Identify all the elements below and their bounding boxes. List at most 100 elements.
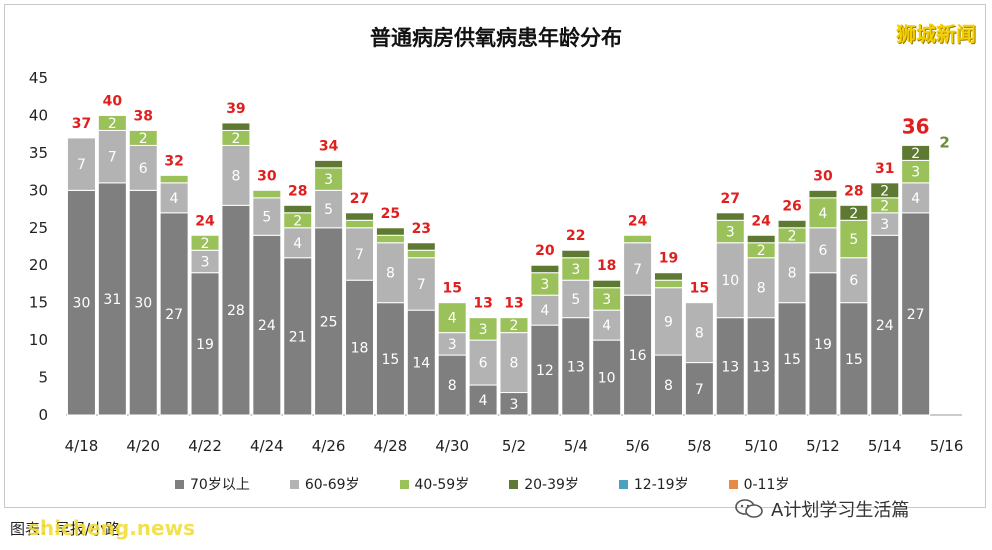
bar-total-label: 28 — [844, 183, 863, 199]
y-tick-label: 35 — [29, 144, 48, 162]
segment-label: 12 — [536, 363, 554, 379]
bar-segment — [777, 302, 807, 416]
bar-segment — [530, 264, 560, 274]
x-tick-label: 5/12 — [806, 437, 840, 455]
segment-label: 2 — [231, 131, 240, 147]
segment-label: 5 — [849, 232, 858, 248]
segment-label: 8 — [788, 266, 797, 282]
bar-total-label: 39 — [226, 101, 245, 117]
segment-label: 7 — [77, 157, 86, 173]
segment-label: 2 — [201, 236, 210, 252]
bar-total-label: 23 — [412, 221, 431, 237]
segment-label: 4 — [540, 303, 549, 319]
segment-label: 3 — [571, 262, 580, 278]
legend-item: 0-11岁 — [728, 474, 789, 494]
x-tick-label: 5/10 — [744, 437, 778, 455]
bar-segment — [561, 279, 591, 319]
bar-total-label: 13 — [473, 296, 492, 312]
segment-label: 7 — [695, 382, 704, 398]
bar-segment — [870, 234, 900, 416]
bar-segment — [252, 234, 282, 416]
bar-total-label: 22 — [566, 228, 585, 244]
bar-segment — [530, 324, 560, 416]
bar-segment — [66, 137, 96, 191]
wechat-account: A计划学习生活篇 — [735, 496, 909, 522]
bar-total-label: 20 — [535, 243, 555, 259]
segment-label: 5 — [324, 202, 333, 218]
x-tick-label: 4/30 — [435, 437, 469, 455]
segment-label: 3 — [479, 322, 488, 338]
legend-label: 70岁以上 — [190, 477, 250, 493]
bar-total-label: 38 — [133, 108, 152, 124]
segment-label: 2 — [293, 213, 302, 229]
bar-total-label: 36 — [902, 114, 930, 138]
bar-segment — [777, 242, 807, 304]
chart-frame — [4, 4, 986, 508]
bar-segment — [623, 242, 653, 296]
watermark-text: shicheng.news — [28, 516, 195, 540]
legend-item: 70岁以上 — [175, 474, 250, 494]
segment-label: 15 — [381, 352, 399, 368]
segment-label: 3 — [324, 172, 333, 188]
bar-segment — [345, 219, 375, 229]
bar-extra-label: 2 — [939, 133, 949, 151]
segment-label: 15 — [783, 352, 801, 368]
bar-segment — [870, 182, 900, 199]
segment-label: 28 — [227, 303, 245, 319]
segment-label: 2 — [510, 318, 519, 334]
bar-total-label: 24 — [751, 213, 771, 229]
segment-label: 6 — [849, 273, 858, 289]
segment-label: 10 — [721, 273, 739, 289]
bar-segment — [808, 197, 838, 229]
bar-segment — [345, 212, 375, 221]
bar-segment — [159, 212, 189, 416]
bar-segment — [592, 279, 622, 289]
legend-label: 40-59岁 — [414, 477, 470, 493]
legend-label: 12-19岁 — [633, 477, 689, 493]
segment-label: 25 — [320, 314, 338, 330]
segment-label: 14 — [412, 356, 430, 372]
segment-label: 6 — [819, 243, 828, 259]
bar-segment — [314, 227, 344, 416]
segment-label: 8 — [386, 266, 395, 282]
bar-segment — [97, 114, 127, 131]
bar-segment — [808, 189, 838, 199]
bar-segment — [283, 204, 313, 214]
segment-label: 10 — [598, 371, 616, 387]
bar-total-label: 30 — [813, 168, 833, 184]
bar-segment — [653, 272, 683, 281]
bar-segment — [684, 302, 714, 364]
segment-label: 6 — [139, 161, 148, 177]
bar-segment — [623, 234, 653, 244]
legend-item: 20-39岁 — [509, 474, 579, 494]
segment-label: 30 — [73, 296, 91, 312]
legend-swatch — [618, 479, 628, 489]
bar-total-label: 13 — [504, 296, 523, 312]
bar-segment — [128, 189, 158, 416]
bar-segment — [190, 234, 220, 251]
legend-item: 40-59岁 — [399, 474, 470, 494]
segment-label: 7 — [633, 262, 642, 278]
legend-item: 60-69岁 — [289, 474, 360, 494]
bar-total-label: 40 — [103, 93, 123, 109]
bar-segment — [684, 362, 714, 416]
bar-segment — [190, 272, 220, 416]
segment-label: 8 — [448, 378, 457, 394]
segment-label: 18 — [351, 341, 369, 357]
segment-label: 2 — [849, 206, 858, 222]
segment-label: 8 — [757, 281, 766, 297]
bar-total-label: 19 — [659, 251, 678, 267]
bar-segment — [901, 144, 931, 161]
segment-label: 27 — [165, 307, 183, 323]
x-tick-label: 5/4 — [564, 437, 588, 455]
segment-label: 3 — [602, 292, 611, 308]
segment-label: 3 — [540, 277, 549, 293]
segment-label: 2 — [880, 183, 889, 199]
segment-label: 4 — [293, 236, 302, 252]
segment-label: 2 — [139, 131, 148, 147]
x-tick-label: 5/2 — [502, 437, 526, 455]
segment-label: 27 — [907, 307, 925, 323]
x-tick-label: 4/24 — [250, 437, 284, 455]
y-tick-label: 10 — [29, 331, 48, 349]
